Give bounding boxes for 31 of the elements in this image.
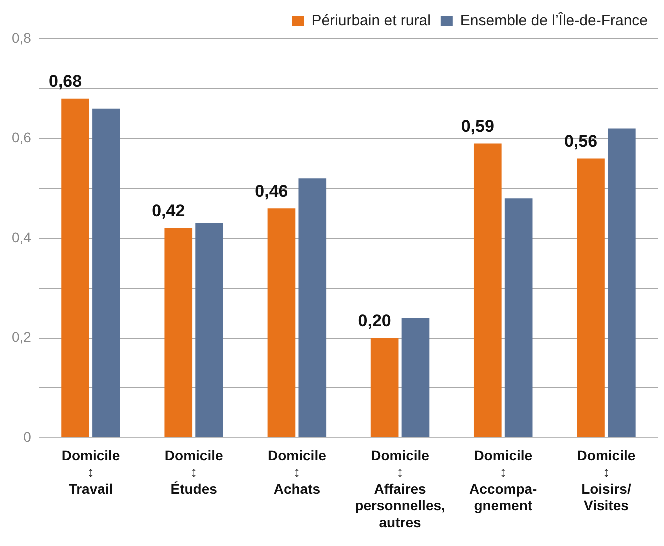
bar xyxy=(92,108,120,438)
legend-label: Périurbain et rural xyxy=(312,12,431,30)
y-tick-label: 0,2 xyxy=(12,329,32,346)
y-tick-label: 0 xyxy=(24,428,32,445)
data-label: 0,20 xyxy=(358,311,392,330)
bar xyxy=(196,224,224,438)
bar xyxy=(577,158,605,438)
x-tick-label: Domicile ↕ Affaires personnelles, autres xyxy=(355,447,446,530)
data-label: 0,59 xyxy=(461,116,494,136)
x-tick-label: Domicile ↕ Achats xyxy=(268,447,327,497)
data-label: 0,56 xyxy=(564,132,598,151)
x-tick-label: Domicile ↕ Travail xyxy=(62,447,120,497)
x-tick-label: Domicile ↕ Études xyxy=(164,447,224,497)
bar xyxy=(370,338,399,438)
legend-label: Ensemble de l’Île-de-France xyxy=(460,12,648,30)
bar xyxy=(62,98,90,438)
bar xyxy=(164,228,193,438)
bar xyxy=(402,318,430,438)
bar xyxy=(474,144,502,438)
y-tick-label: 0,8 xyxy=(12,30,32,46)
x-tick-label: Domicile ↕ Loisirs/ Visites xyxy=(577,447,636,514)
x-tick-label: Domicile ↕ Accompa- gnement xyxy=(470,447,538,514)
bar xyxy=(608,128,636,438)
y-tick-label: 0,4 xyxy=(12,229,32,246)
bar xyxy=(268,208,296,438)
y-tick-label: 0,6 xyxy=(12,130,32,146)
data-label: 0,46 xyxy=(255,182,288,201)
bar xyxy=(298,178,327,438)
data-label: 0,68 xyxy=(48,72,82,92)
bar xyxy=(504,198,533,438)
data-label: 0,42 xyxy=(152,202,186,221)
